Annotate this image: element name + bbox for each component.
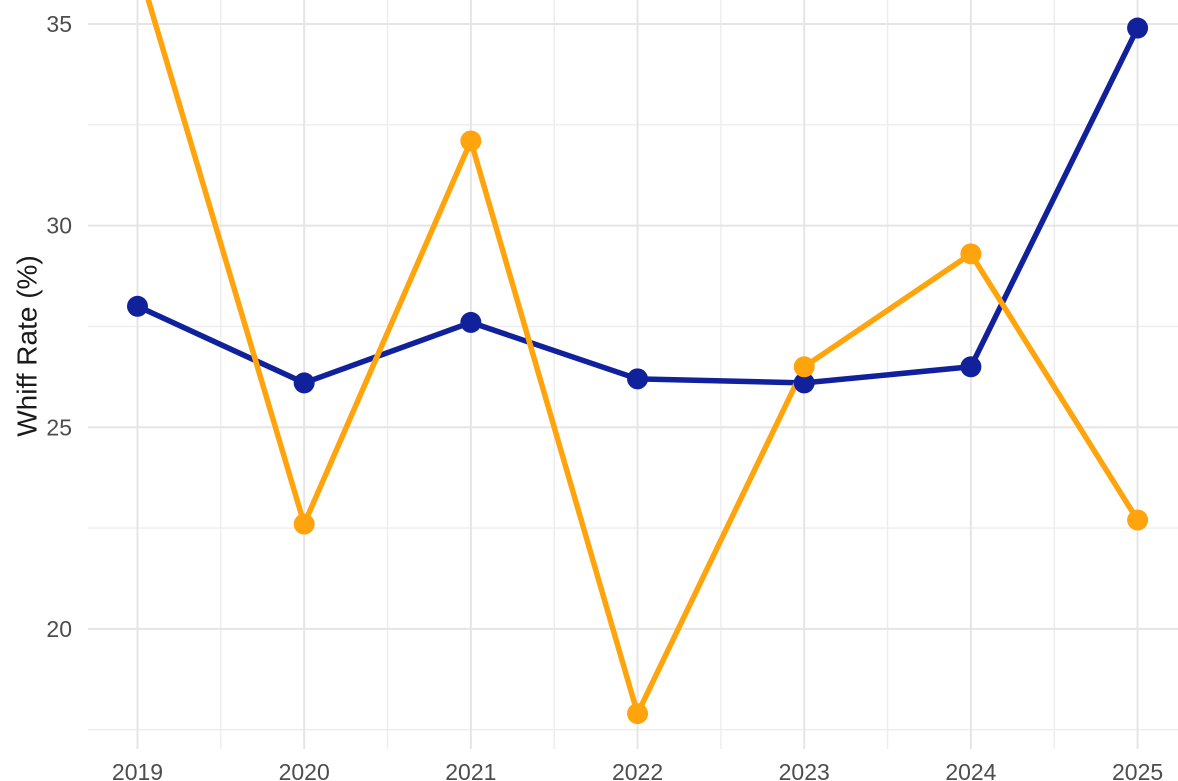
data-point-navy-series <box>460 311 482 333</box>
y-axis-tick-labels: 20 25 30 35 <box>46 11 72 642</box>
data-point-orange-series <box>293 513 315 535</box>
y-tick-label: 20 <box>46 616 72 642</box>
data-point-orange-series <box>627 703 649 725</box>
y-axis-title: Whiff Rate (%) <box>12 255 43 437</box>
x-tick-label: 2022 <box>612 759 663 781</box>
y-tick-label: 25 <box>46 414 72 440</box>
data-point-navy-series <box>293 372 315 394</box>
data-point-navy-series <box>127 295 148 317</box>
y-tick-label: 30 <box>46 213 72 239</box>
data-point-navy-series <box>1127 17 1149 39</box>
data-point-orange-series <box>1127 509 1149 531</box>
x-tick-label: 2021 <box>445 759 496 781</box>
data-point-orange-series <box>793 356 815 378</box>
y-tick-label: 35 <box>46 11 72 37</box>
data-point-navy-series <box>793 372 815 394</box>
x-tick-label: 2025 <box>1112 759 1163 781</box>
x-axis-tick-labels: 2019 2020 2021 2022 2023 2024 2025 <box>112 759 1163 781</box>
data-point-navy-series <box>627 368 649 390</box>
x-tick-label: 2024 <box>945 759 996 781</box>
series-layer <box>127 0 1149 725</box>
x-tick-label: 2020 <box>279 759 330 781</box>
data-point-orange-series <box>460 130 482 152</box>
x-tick-label: 2019 <box>112 759 163 781</box>
data-point-navy-series <box>960 356 982 378</box>
data-point-orange-series <box>960 243 982 265</box>
x-tick-label: 2023 <box>779 759 830 781</box>
